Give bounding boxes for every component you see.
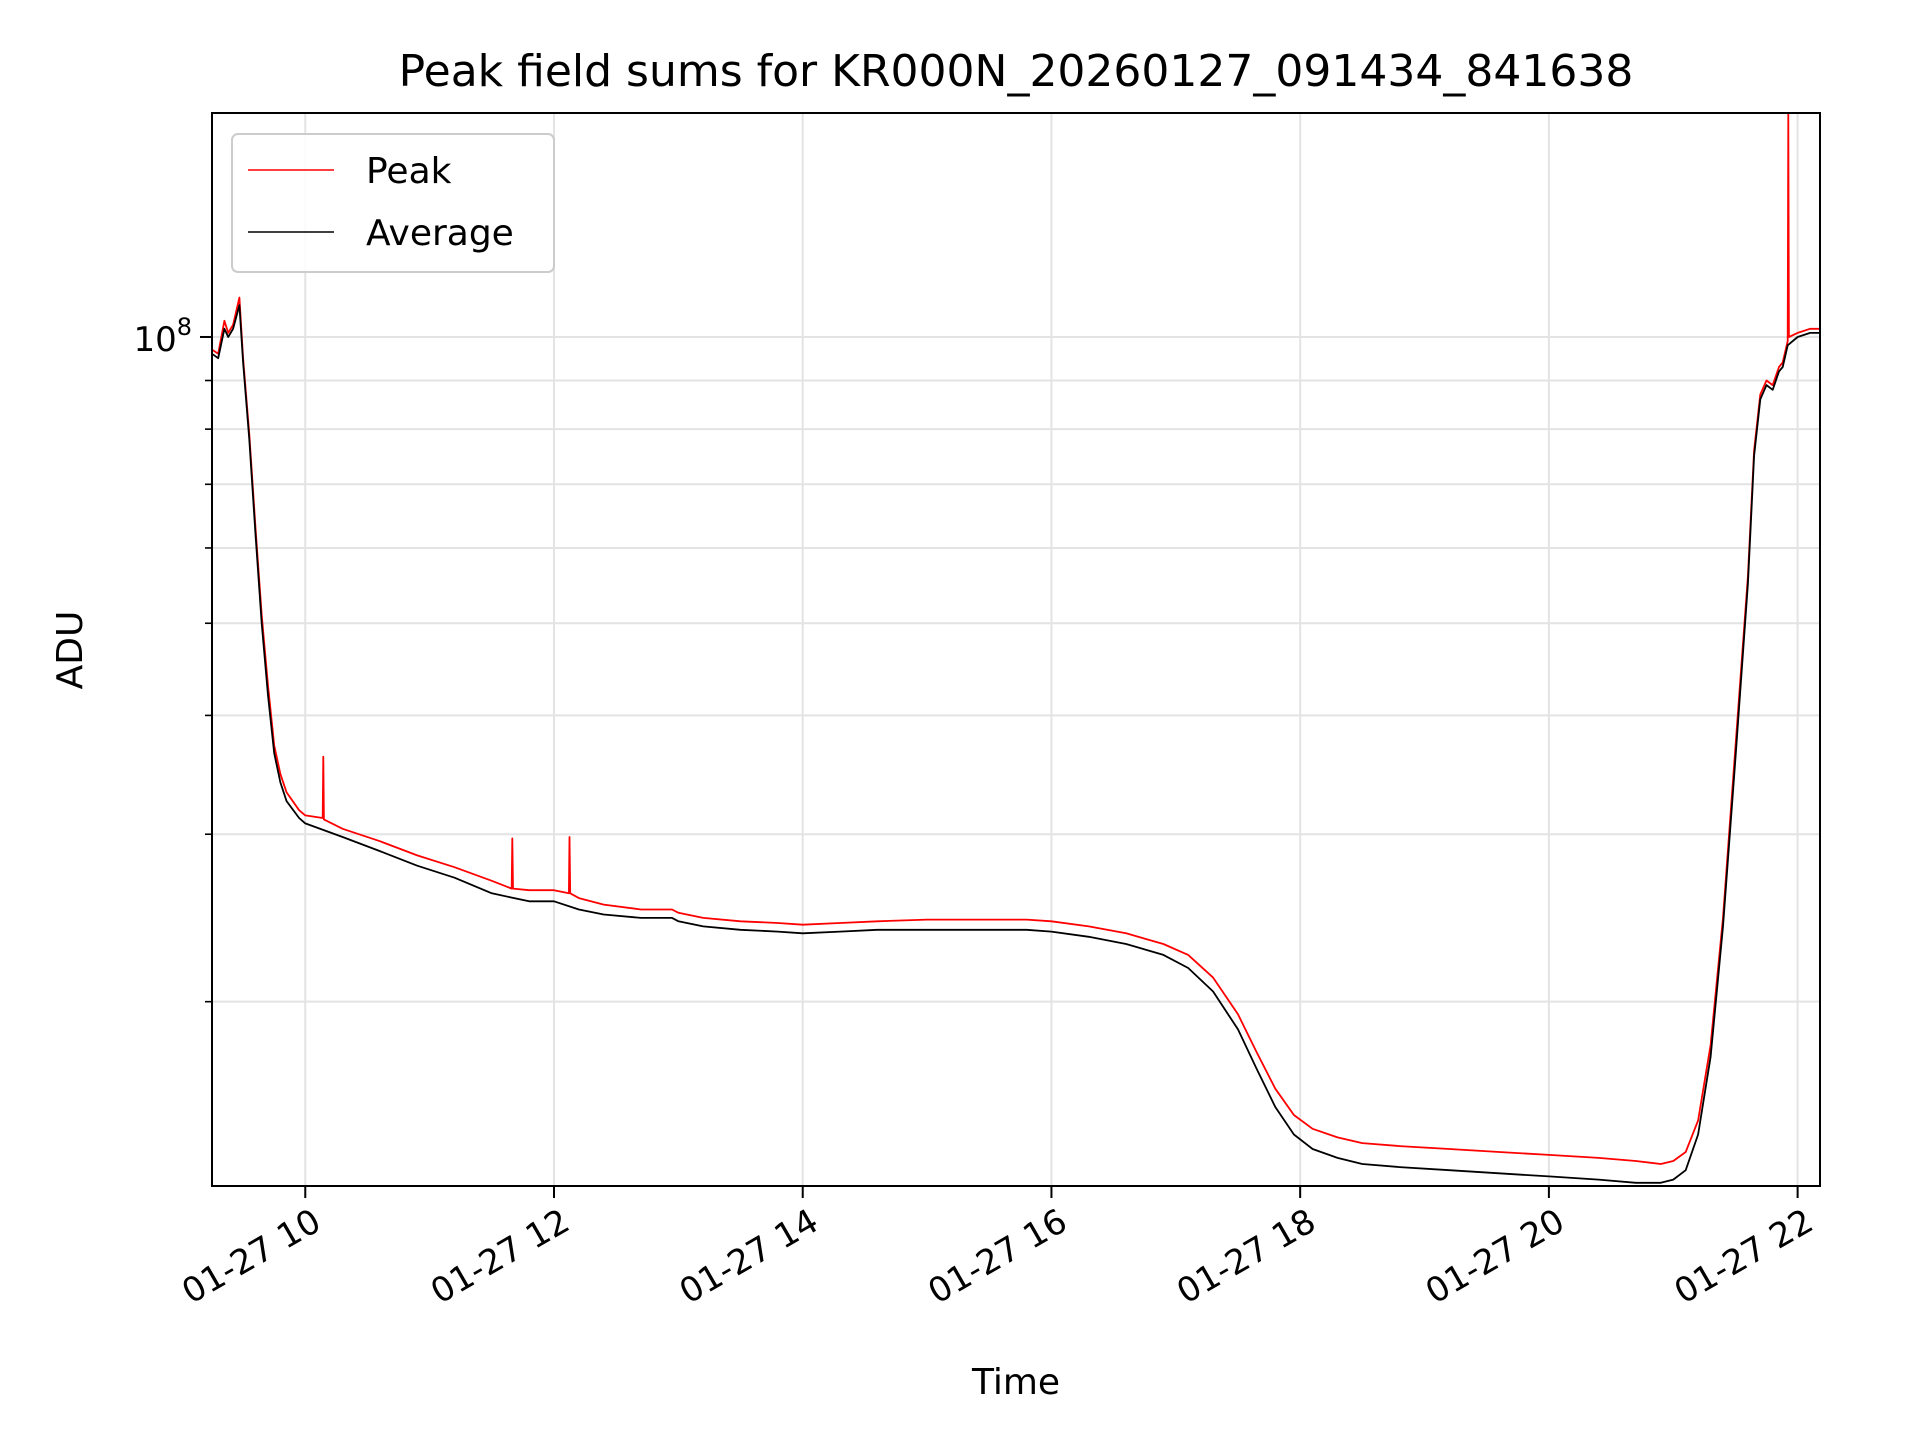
y-tick-label: 108 — [133, 313, 192, 360]
legend: Peak Average — [231, 133, 555, 273]
legend-box — [231, 133, 555, 273]
series-layer — [212, 113, 1820, 1184]
grid — [212, 113, 1820, 1186]
chart-title: Peak field sums for KR000N_20260127_0914… — [399, 46, 1634, 97]
legend-label-average: Average — [366, 213, 514, 254]
series-line-average — [212, 304, 1820, 1184]
x-axis-label: Time — [971, 1362, 1060, 1403]
plot-frame — [211, 112, 1821, 1187]
y-axis-label: ADU — [50, 611, 91, 690]
legend-label-peak: Peak — [366, 151, 452, 192]
